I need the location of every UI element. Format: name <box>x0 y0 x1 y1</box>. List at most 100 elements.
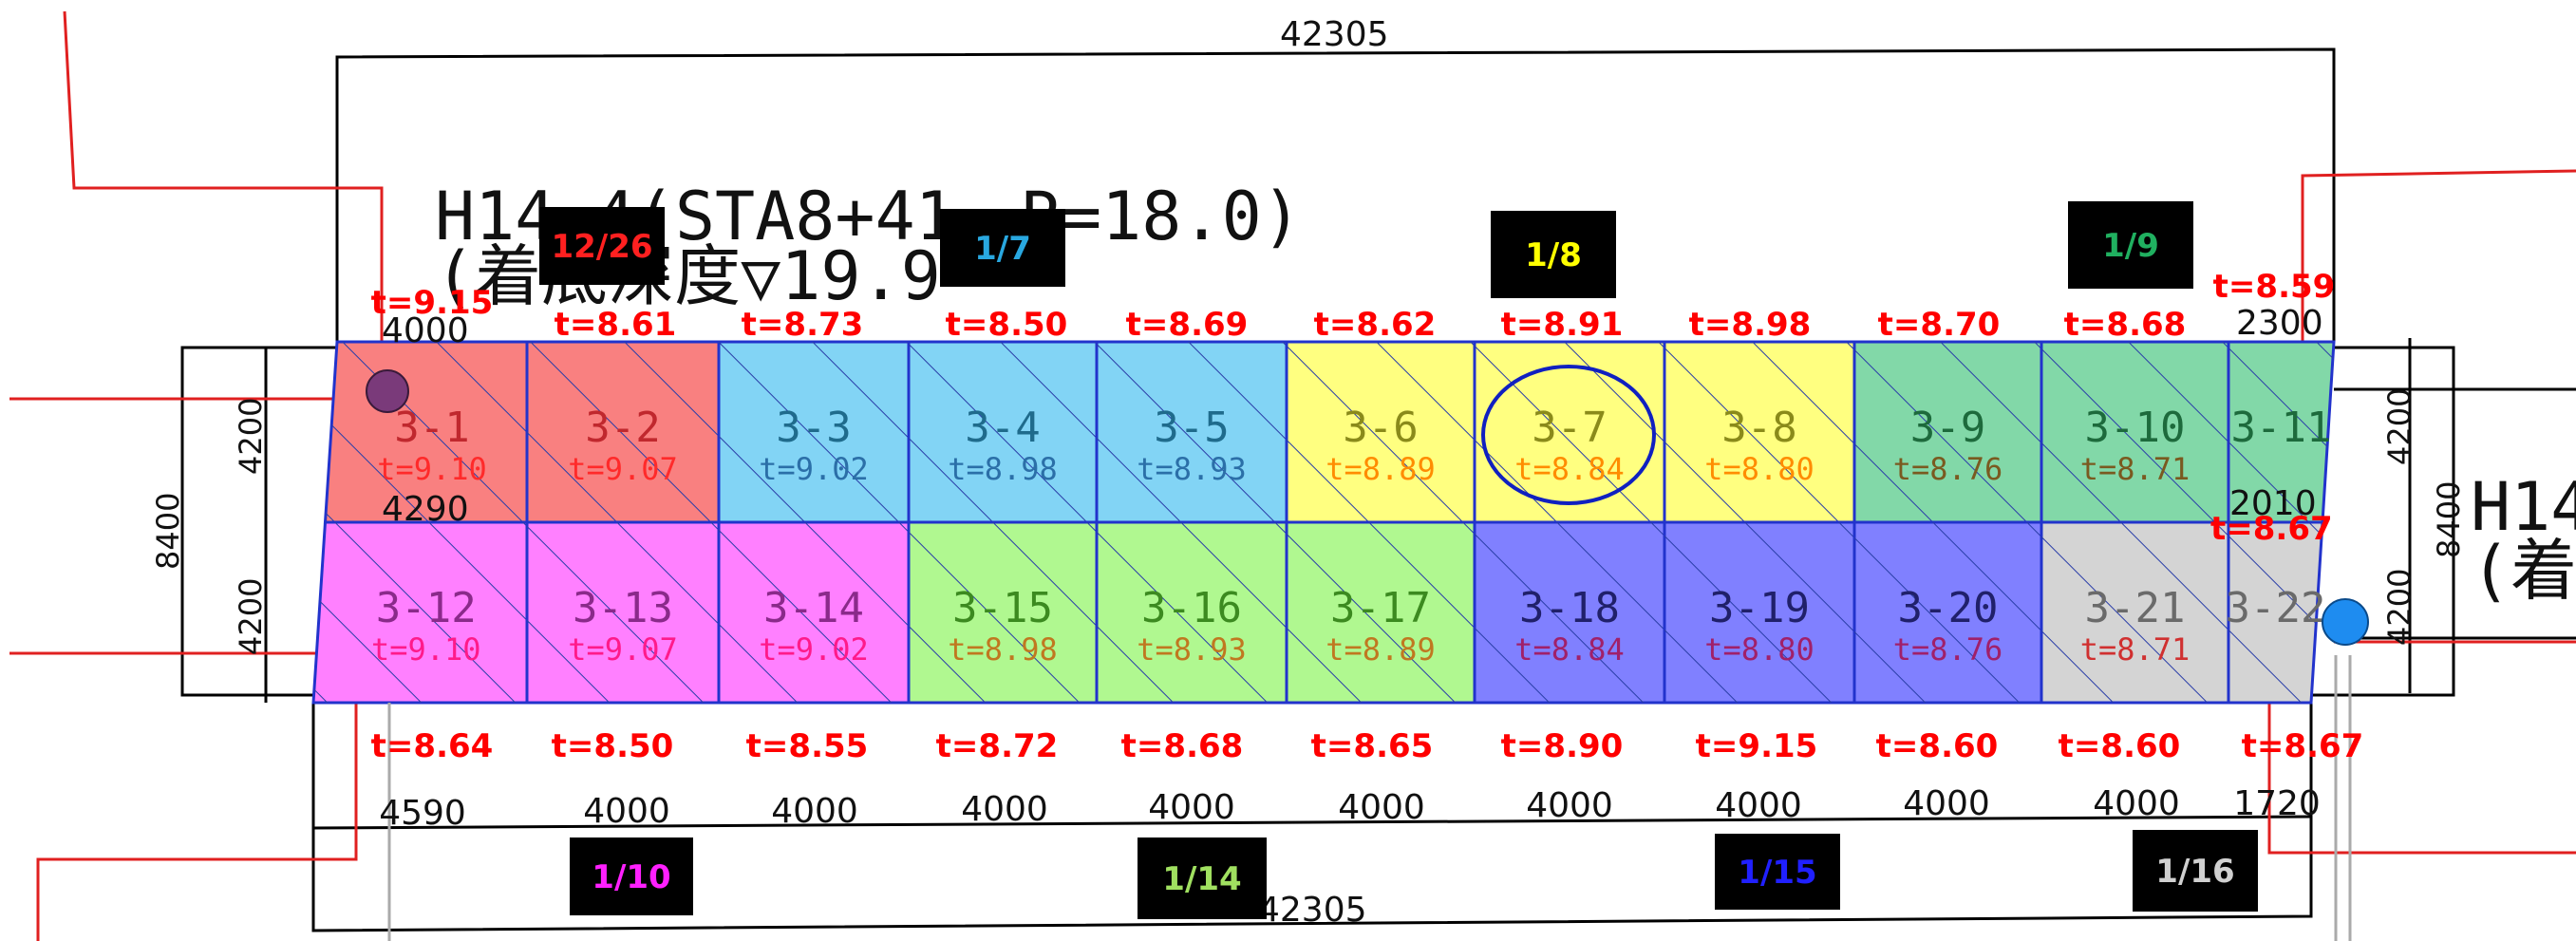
block-thickness: t=9.07 <box>568 451 678 487</box>
bottom-thickness: t=9.15 <box>1696 727 1818 765</box>
block-3-10[interactable]: 3-10t=8.71 <box>2040 340 2230 524</box>
block-3-12[interactable]: 3-12t=9.10 <box>311 520 529 705</box>
dim-right-lower: 4200 <box>2381 569 2417 646</box>
top-thickness: t=8.98 <box>1689 306 1812 344</box>
block-hatch <box>2228 342 2334 522</box>
block-id: 3-3 <box>776 404 851 452</box>
block-hatch <box>909 342 1097 522</box>
block-id: 3-20 <box>1898 584 1999 632</box>
block-3-4[interactable]: 3-4t=8.98 <box>907 340 1099 524</box>
block-hatch <box>1664 342 1854 522</box>
dim-top-total: 42305 <box>1280 15 1389 54</box>
block-3-6[interactable]: 3-6t=8.89 <box>1285 340 1476 524</box>
block-hatch <box>527 522 719 703</box>
date-label: 12/26 <box>539 207 665 285</box>
bottom-thickness: t=8.72 <box>936 727 1059 765</box>
block-thickness: t=9.02 <box>759 451 869 487</box>
block-3-2[interactable]: 3-2t=9.07 <box>525 340 721 524</box>
dim-left-upper: 4200 <box>233 398 269 475</box>
top-thickness: t=8.70 <box>1878 306 2001 344</box>
dim-bottom-total: 42305 <box>1258 891 1367 930</box>
bottom-span-dim: 4000 <box>1338 788 1425 827</box>
bottom-thickness: t=8.64 <box>371 727 494 765</box>
top-thickness: t=8.69 <box>1126 306 1249 344</box>
block-3-11[interactable]: 3-11 <box>2227 340 2336 524</box>
date-label-text: 1/9 <box>2102 227 2159 265</box>
block-hatch <box>719 522 909 703</box>
bottom-span-dim: 4000 <box>1148 788 1235 827</box>
block-thickness: t=9.02 <box>759 631 869 668</box>
block-3-3[interactable]: 3-3t=9.02 <box>717 340 911 524</box>
bottom-thickness: t=8.60 <box>1876 727 1999 765</box>
block-3-9[interactable]: 3-9t=8.76 <box>1852 340 2043 524</box>
bottom-span-dim: 1720 <box>2233 784 2321 823</box>
right-title-line2: (着 <box>2471 532 2576 610</box>
block-hatch <box>2228 522 2322 703</box>
block-id: 3-15 <box>952 584 1053 632</box>
marker-dot-purple[interactable] <box>366 369 409 413</box>
bottom-span-dims: 4590 4000 4000 4000 4000 4000 4000 4000 4000 4000… <box>379 784 2321 833</box>
block-3-22[interactable]: 3-22 <box>2226 520 2326 705</box>
block-thickness: t=8.80 <box>1704 451 1814 487</box>
date-label-text: 1/7 <box>974 230 1031 268</box>
block-id: 3-1 <box>394 404 469 452</box>
block-3-19[interactable]: 3-19t=8.80 <box>1663 520 1856 705</box>
block-3-14[interactable]: 3-14t=9.02 <box>717 520 911 705</box>
block-3-16[interactable]: 3-16t=8.93 <box>1095 520 1288 705</box>
bottom-span-dim: 4000 <box>771 792 858 831</box>
bottom-dim-line <box>312 815 2312 830</box>
block-3-20[interactable]: 3-20t=8.76 <box>1852 520 2043 705</box>
bottom-span-dim: 4000 <box>961 790 1048 829</box>
dim-top-first: 4000 <box>382 311 469 350</box>
block-hatch <box>527 342 719 522</box>
block-grid: 3-1t=9.103-2t=9.073-3t=9.023-4t=8.983-5t… <box>311 340 2336 705</box>
bottom-span-dim: 4000 <box>1903 784 1990 823</box>
dim-row-first: 4290 <box>382 490 469 529</box>
block-hatch <box>1475 522 1664 703</box>
block-3-18[interactable]: 3-18t=8.84 <box>1473 520 1666 705</box>
block-id: 3-22 <box>2226 584 2326 632</box>
bottom-span-dim: 4000 <box>1526 786 1613 825</box>
block-id: 3-21 <box>2085 584 2186 632</box>
date-label-text: 1/16 <box>2155 853 2234 891</box>
block-id: 3-7 <box>1532 404 1607 452</box>
block-id: 3-11 <box>2231 404 2332 452</box>
date-label-text: 1/15 <box>1738 854 1816 892</box>
block-3-5[interactable]: 3-5t=8.93 <box>1095 340 1288 524</box>
block-hatch <box>1664 522 1854 703</box>
block-hatch <box>1287 342 1475 522</box>
block-thickness: t=9.07 <box>568 631 678 668</box>
date-label: 1/8 <box>1491 211 1616 298</box>
bottom-thickness: t=8.68 <box>1121 727 1244 765</box>
marker-dot-blue[interactable] <box>2322 598 2369 646</box>
dim-left-total: 8400 <box>150 493 186 570</box>
block-3-8[interactable]: 3-8t=8.80 <box>1663 340 1856 524</box>
block-thickness: t=8.89 <box>1326 451 1436 487</box>
block-thickness: t=8.93 <box>1137 631 1247 668</box>
date-label-bg <box>2133 830 2258 912</box>
date-label-bg <box>2068 201 2193 289</box>
block-thickness: t=9.10 <box>377 451 487 487</box>
top-thickness: t=8.59 <box>2213 268 2336 306</box>
date-label-bg <box>1715 834 1840 910</box>
date-label-text: 1/10 <box>592 858 670 896</box>
top-thickness: t=8.50 <box>946 306 1068 344</box>
top-thickness: t=8.62 <box>1314 306 1437 344</box>
block-hatch <box>1097 522 1287 703</box>
block-3-7[interactable]: 3-7t=8.84 <box>1473 340 1666 524</box>
block-thickness: t=8.84 <box>1514 631 1625 668</box>
block-3-15[interactable]: 3-15t=8.98 <box>907 520 1099 705</box>
block-3-21[interactable]: 3-21t=8.71 <box>2040 520 2230 705</box>
block-hatch <box>1475 342 1664 522</box>
block-id: 3-13 <box>573 584 673 632</box>
dim-row-last: 2010 <box>2229 484 2317 523</box>
block-3-17[interactable]: 3-17t=8.89 <box>1285 520 1476 705</box>
block-id: 3-5 <box>1154 404 1229 452</box>
block-3-13[interactable]: 3-13t=9.07 <box>525 520 721 705</box>
block-id: 3-6 <box>1343 404 1418 452</box>
block-thickness: t=8.76 <box>1893 631 2003 668</box>
block-hatch <box>1854 522 2041 703</box>
block-id: 3-2 <box>585 404 660 452</box>
block-thickness: t=8.98 <box>948 451 1058 487</box>
